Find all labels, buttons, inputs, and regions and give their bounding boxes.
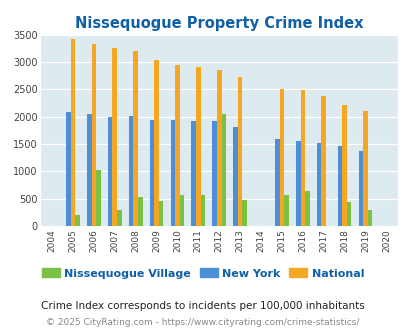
Bar: [321, 96, 325, 226]
Bar: [179, 195, 184, 226]
Bar: [191, 120, 196, 226]
Bar: [242, 200, 246, 226]
Bar: [305, 191, 309, 226]
Legend: Nissequogue Village, New York, National: Nissequogue Village, New York, National: [37, 264, 368, 283]
Bar: [96, 170, 100, 226]
Bar: [75, 215, 80, 226]
Bar: [358, 150, 362, 226]
Bar: [133, 50, 138, 226]
Bar: [175, 65, 179, 226]
Bar: [170, 120, 175, 226]
Bar: [279, 89, 283, 226]
Bar: [138, 197, 142, 226]
Bar: [237, 77, 242, 226]
Bar: [367, 210, 371, 226]
Bar: [66, 112, 70, 226]
Bar: [158, 201, 163, 226]
Bar: [108, 117, 112, 226]
Text: © 2025 CityRating.com - https://www.cityrating.com/crime-statistics/: © 2025 CityRating.com - https://www.city…: [46, 318, 359, 327]
Bar: [92, 44, 96, 226]
Bar: [112, 48, 117, 226]
Bar: [232, 126, 237, 226]
Bar: [212, 121, 216, 226]
Title: Nissequogue Property Crime Index: Nissequogue Property Crime Index: [75, 16, 362, 31]
Bar: [221, 114, 226, 226]
Bar: [128, 116, 133, 226]
Bar: [149, 120, 154, 226]
Bar: [87, 114, 92, 226]
Bar: [300, 90, 305, 226]
Bar: [196, 67, 200, 226]
Bar: [284, 195, 288, 226]
Bar: [341, 105, 346, 226]
Bar: [70, 39, 75, 226]
Bar: [346, 202, 351, 226]
Bar: [295, 141, 300, 226]
Bar: [154, 60, 158, 226]
Text: Crime Index corresponds to incidents per 100,000 inhabitants: Crime Index corresponds to incidents per…: [41, 301, 364, 311]
Bar: [216, 70, 221, 226]
Bar: [200, 195, 205, 226]
Bar: [362, 111, 367, 226]
Bar: [117, 210, 121, 226]
Bar: [274, 139, 279, 226]
Bar: [337, 146, 341, 226]
Bar: [316, 144, 321, 226]
